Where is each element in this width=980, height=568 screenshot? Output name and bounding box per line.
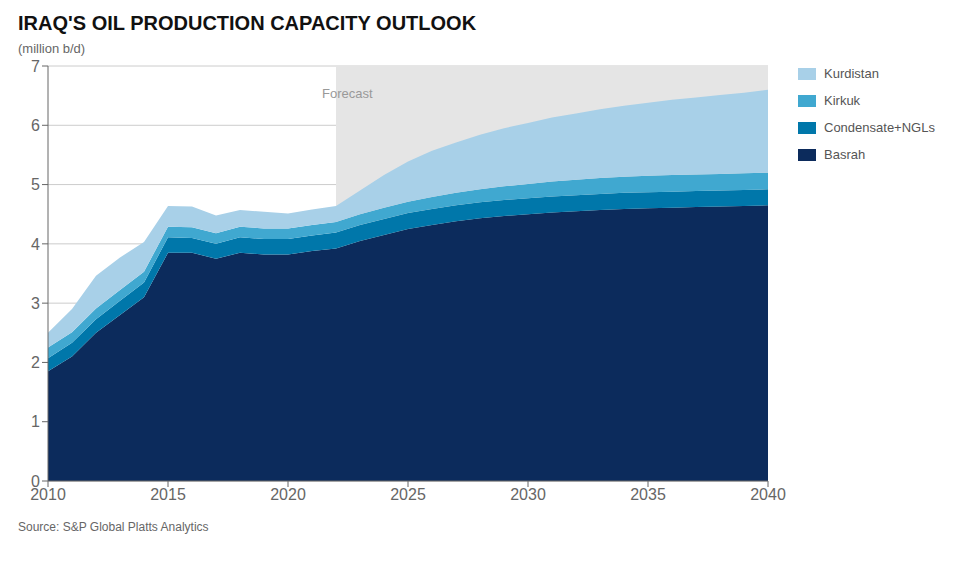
svg-text:0: 0 [31,473,40,490]
svg-text:2035: 2035 [630,486,666,503]
svg-text:4: 4 [31,236,40,253]
svg-text:2040: 2040 [750,486,786,503]
svg-text:3: 3 [31,295,40,312]
svg-text:2025: 2025 [390,486,426,503]
svg-text:6: 6 [31,117,40,134]
svg-text:2015: 2015 [150,486,186,503]
html-text:Source: S&P Global Platts Anal: Source: S&P Global Platts Analytics [18,520,209,534]
html-text:Basrah: Basrah [824,147,866,162]
svg-text:Forecast: Forecast [322,86,373,101]
html-text:(million b/d): (million b/d) [18,41,86,56]
svg-text:2020: 2020 [270,486,306,503]
html-text:Condensate+NGLs: Condensate+NGLs [824,120,935,135]
svg-text:1: 1 [31,413,40,430]
html-text:Kurdistan: Kurdistan [824,66,879,81]
svg-text:5: 5 [31,176,40,193]
svg-text:7: 7 [31,58,40,75]
svg-text:2: 2 [31,354,40,371]
html-text:IRAQ'S OIL PRODUCTION CAPACITY: IRAQ'S OIL PRODUCTION CAPACITY OUTLOOK [18,12,477,34]
html-text:Kirkuk: Kirkuk [824,93,861,108]
svg-text:2010: 2010 [30,486,66,504]
svg-text:2030: 2030 [510,486,546,503]
